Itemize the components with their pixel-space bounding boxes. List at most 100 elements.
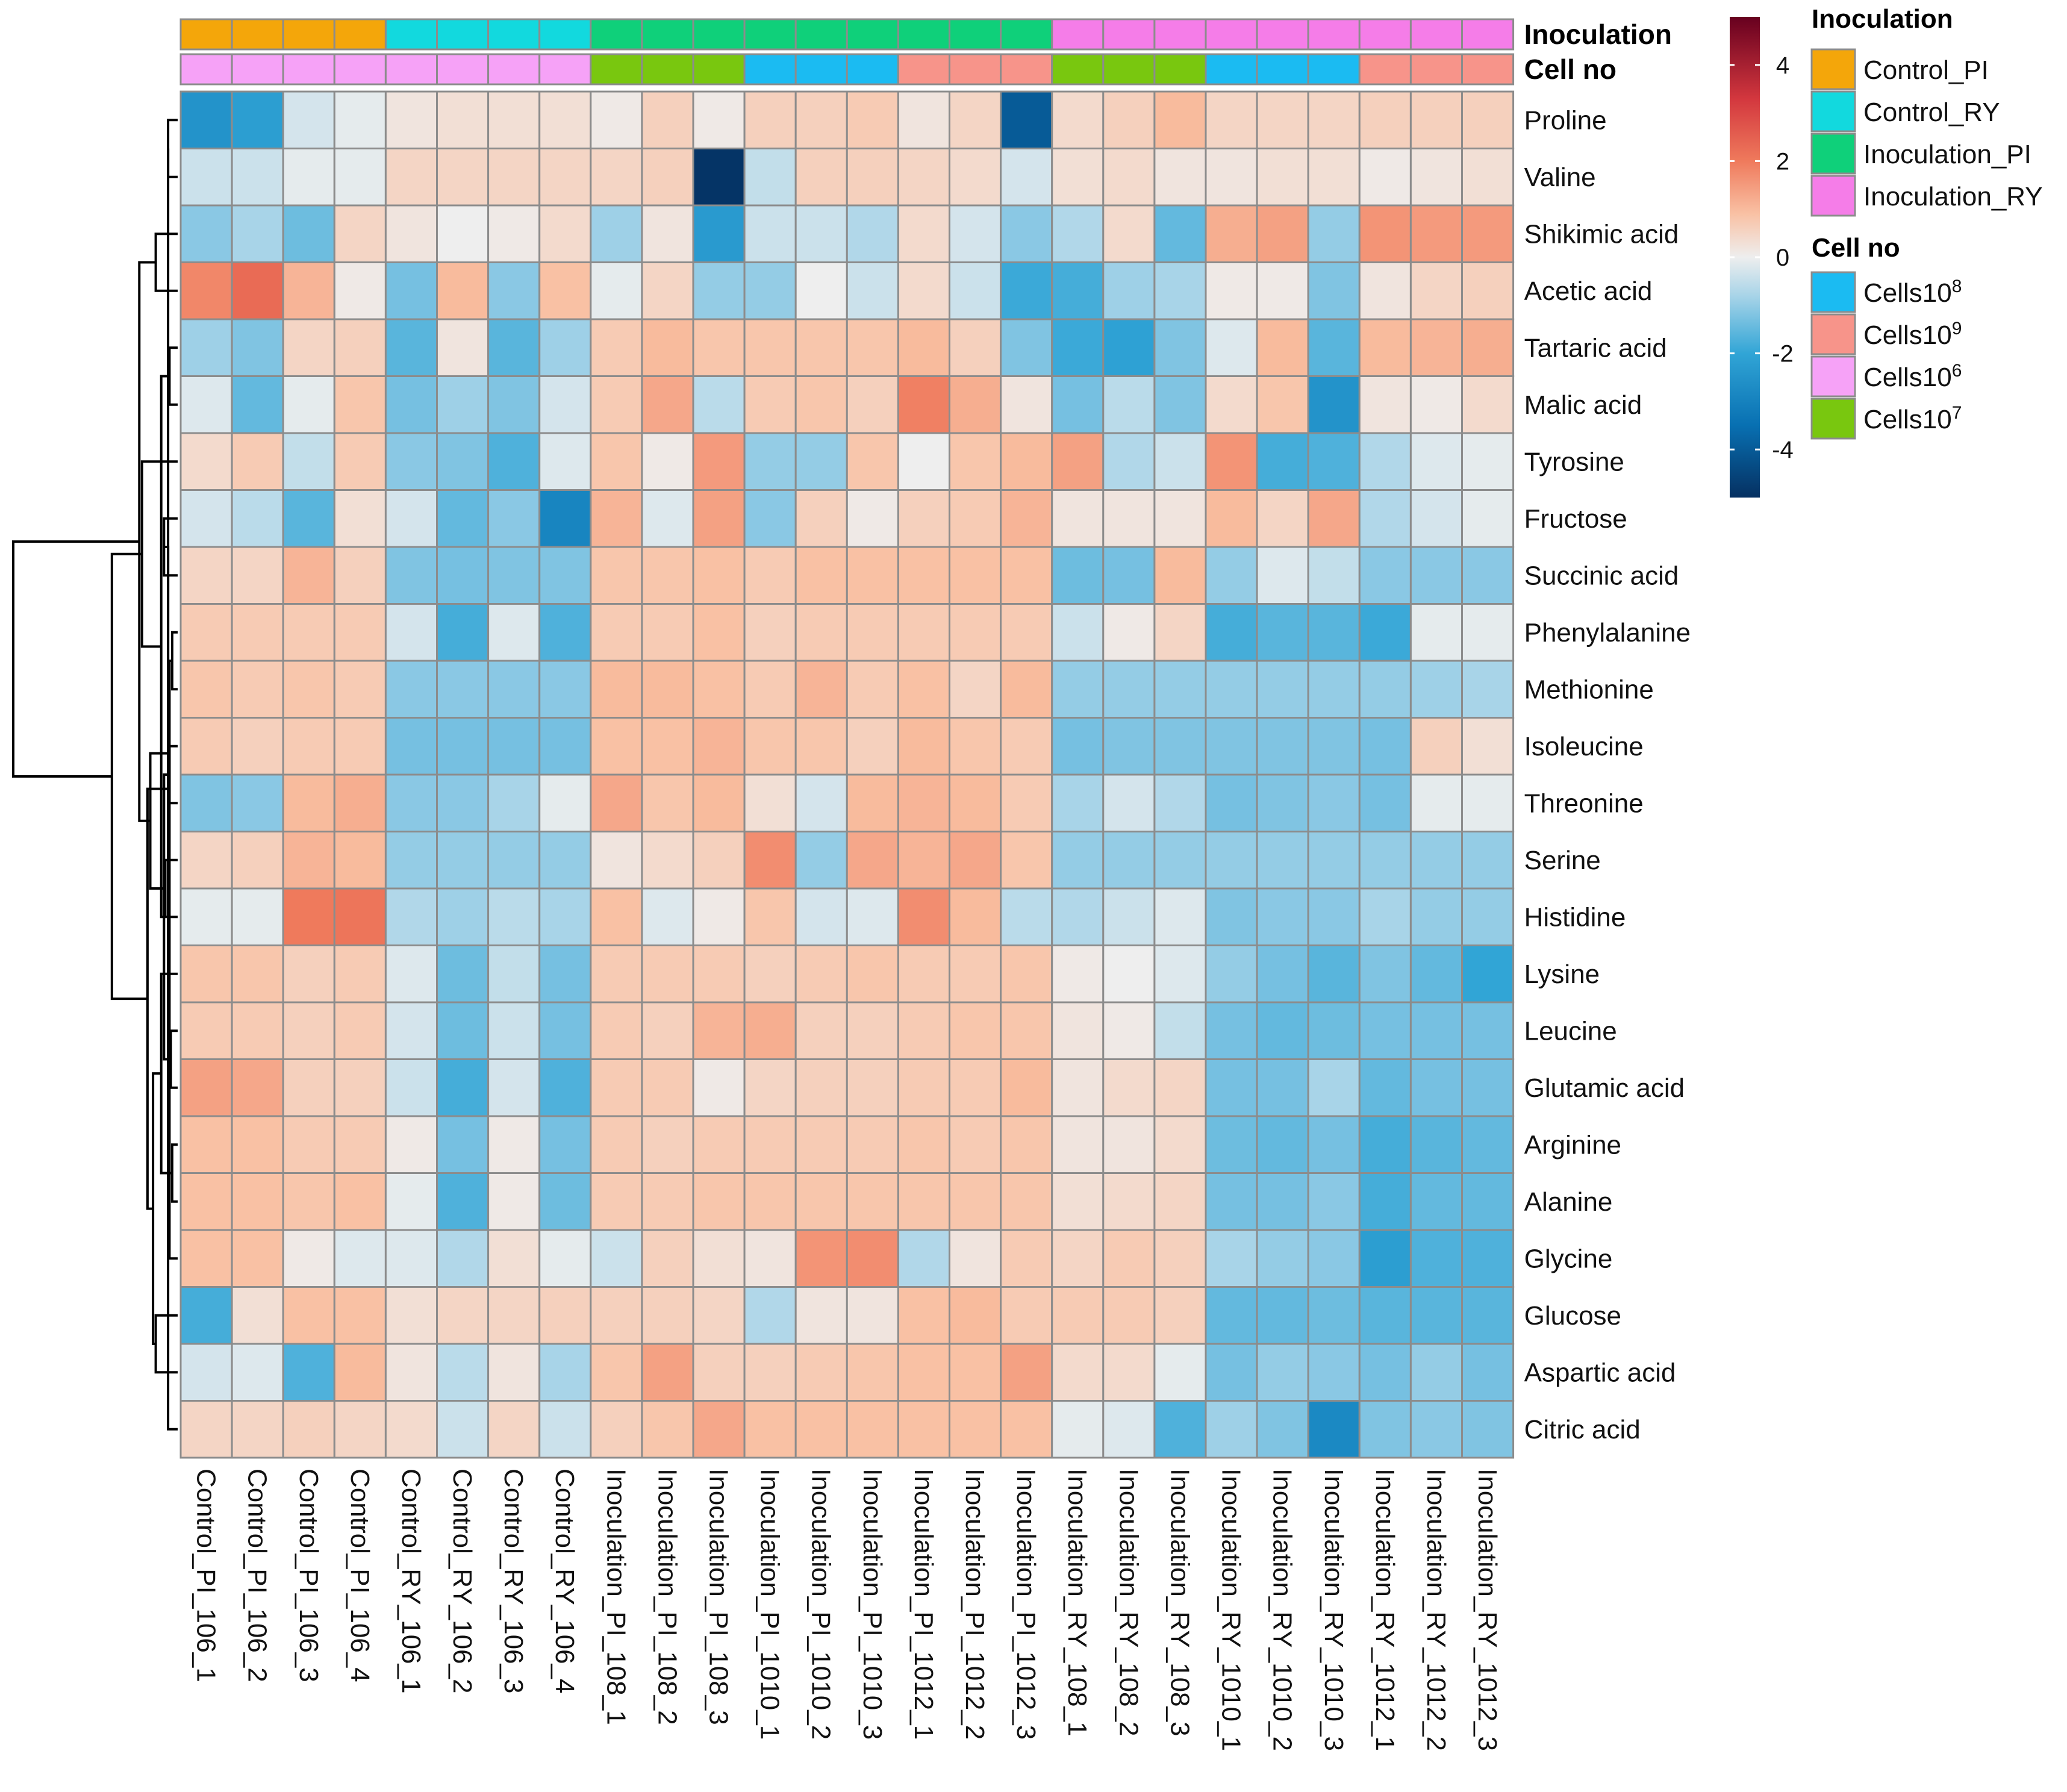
- heatmap-cell: [538, 831, 592, 890]
- heatmap-cell: [282, 432, 335, 491]
- heatmap-cell: [1461, 831, 1515, 890]
- heatmap-cell: [231, 375, 284, 434]
- heatmap-cell: [333, 432, 387, 491]
- heatmap-cell: [794, 1286, 848, 1345]
- heatmap-cell: [590, 1400, 643, 1459]
- heatmap-cell: [846, 887, 899, 946]
- heatmap-cell: [692, 887, 746, 946]
- heatmap-cell: [333, 717, 387, 776]
- column-label: Inoculation_PI_108_1: [601, 1469, 631, 1725]
- heatmap-cell: [333, 90, 387, 149]
- annotation-cell: [846, 53, 899, 86]
- heatmap-cell: [692, 603, 746, 662]
- heatmap-cell: [231, 887, 284, 946]
- heatmap-cell: [1153, 261, 1207, 320]
- heatmap-cell: [1000, 1001, 1053, 1060]
- heatmap-cell: [1153, 204, 1207, 263]
- heatmap-cell: [949, 204, 1002, 263]
- heatmap-cell: [436, 1115, 490, 1174]
- heatmap-cell: [436, 1343, 490, 1402]
- column-label: Inoculation_PI_108_2: [653, 1469, 682, 1725]
- annotation-cell: [1461, 18, 1515, 51]
- heatmap-cell: [1307, 375, 1361, 434]
- heatmap-cell: [231, 261, 284, 320]
- heatmap-cell: [949, 1286, 1002, 1345]
- heatmap-cell: [487, 773, 541, 832]
- heatmap-cell: [538, 1343, 592, 1402]
- heatmap-cell: [1153, 603, 1207, 662]
- heatmap-cell: [949, 944, 1002, 1004]
- heatmap-cell: [384, 489, 438, 548]
- legend-swatch: [1810, 398, 1856, 440]
- heatmap-cell: [1051, 489, 1105, 548]
- annotation-cell: [1102, 18, 1156, 51]
- heatmap-cell: [590, 944, 643, 1004]
- heatmap-cell: [1409, 318, 1463, 377]
- heatmap-cell: [641, 1229, 694, 1288]
- legend-label: Inoculation_PI: [1863, 140, 2031, 169]
- heatmap-cell: [590, 1229, 643, 1288]
- heatmap-cell: [1358, 887, 1412, 946]
- heatmap-cell: [743, 1058, 797, 1117]
- heatmap-cell: [1153, 1343, 1207, 1402]
- heatmap-cell: [641, 1058, 694, 1117]
- heatmap-cell: [538, 1172, 592, 1231]
- heatmap-cell: [231, 831, 284, 890]
- heatmap-cell: [1000, 318, 1053, 377]
- legend-swatch: [1810, 271, 1856, 313]
- heatmap-cell: [1307, 1343, 1361, 1402]
- heatmap-cell: [897, 1286, 951, 1345]
- heatmap-cell: [641, 489, 694, 548]
- annotation-cell: [282, 53, 335, 86]
- heatmap-cell: [1307, 261, 1361, 320]
- heatmap-cell: [846, 660, 899, 719]
- heatmap-cell: [333, 887, 387, 946]
- heatmap-cell: [949, 546, 1002, 605]
- heatmap-cell: [846, 1400, 899, 1459]
- annotation-cell: [949, 18, 1002, 51]
- heatmap-cell: [384, 773, 438, 832]
- annotation-cell: [333, 53, 387, 86]
- heatmap-cell: [179, 432, 233, 491]
- legend-label-exponent: 8: [1952, 276, 1962, 296]
- heatmap-cell: [436, 717, 490, 776]
- heatmap-cell: [384, 603, 438, 662]
- heatmap-cell: [692, 660, 746, 719]
- heatmap-cell: [179, 1343, 233, 1402]
- heatmap-cell: [846, 489, 899, 548]
- heatmap-cell: [384, 944, 438, 1004]
- heatmap-cell: [1307, 1115, 1361, 1174]
- heatmap-cell: [846, 1172, 899, 1231]
- heatmap-cell: [1307, 1001, 1361, 1060]
- annotation-cell: [1307, 18, 1361, 51]
- annotation-cell: [1409, 53, 1463, 86]
- heatmap-cell: [436, 148, 490, 207]
- heatmap-cell: [384, 1001, 438, 1060]
- heatmap-cell: [1256, 1229, 1309, 1288]
- heatmap-cell: [1256, 717, 1309, 776]
- heatmap-cell: [1358, 318, 1412, 377]
- heatmap-cell: [436, 90, 490, 149]
- heatmap-cell: [1205, 603, 1258, 662]
- heatmap-cell: [846, 1058, 899, 1117]
- heatmap-cell: [692, 375, 746, 434]
- heatmap-cell: [333, 1286, 387, 1345]
- row-label: Histidine: [1524, 902, 1626, 932]
- heatmap-cell: [231, 1400, 284, 1459]
- heatmap-cell: [692, 1001, 746, 1060]
- heatmap-cell: [1102, 1172, 1156, 1231]
- heatmap-cell: [1461, 1400, 1515, 1459]
- heatmap-cell: [692, 1172, 746, 1231]
- heatmap-cell: [1409, 432, 1463, 491]
- heatmap-cell: [794, 603, 848, 662]
- heatmap-cell: [1461, 204, 1515, 263]
- heatmap-cell: [846, 1343, 899, 1402]
- heatmap-cell: [641, 831, 694, 890]
- heatmap-cell: [487, 432, 541, 491]
- heatmap-cell: [538, 546, 592, 605]
- legend-label: Control_PI: [1863, 55, 1989, 85]
- heatmap-cell: [282, 546, 335, 605]
- heatmap-cell: [949, 375, 1002, 434]
- heatmap-cell: [590, 148, 643, 207]
- heatmap-cell: [538, 660, 592, 719]
